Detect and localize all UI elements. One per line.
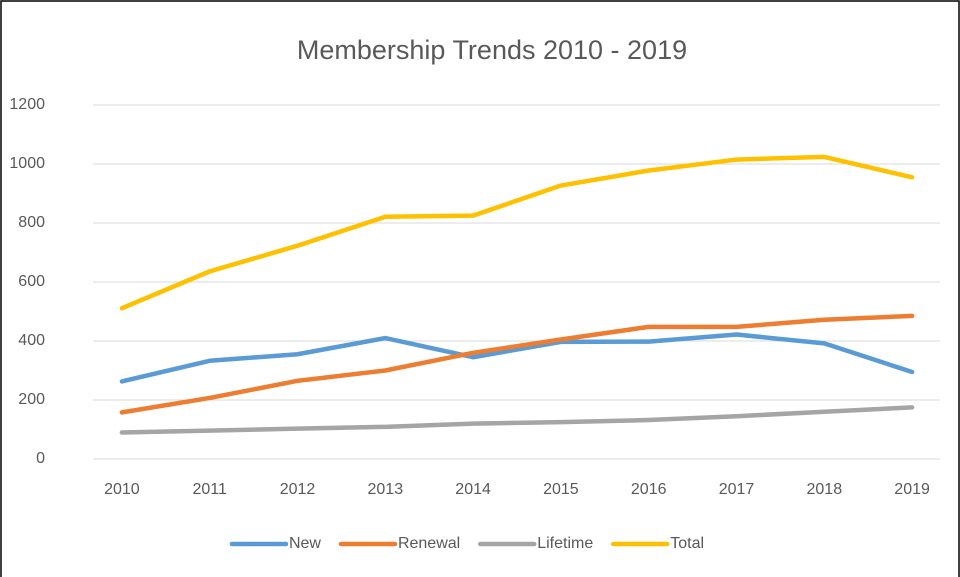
series-line	[119, 313, 915, 415]
legend-label: Lifetime	[537, 535, 593, 552]
legend-label: Renewal	[398, 535, 460, 552]
y-tick-label: 1200	[9, 96, 45, 113]
legend-label: New	[289, 535, 321, 552]
x-tick-label: 2015	[543, 481, 579, 498]
series-line	[119, 405, 915, 435]
x-tick-label: 2013	[368, 481, 404, 498]
x-tick-label: 2014	[455, 481, 491, 498]
chart-title: Membership Trends 2010 - 2019	[297, 35, 687, 65]
y-tick-label: 600	[18, 273, 45, 290]
y-tick-label: 800	[18, 214, 45, 231]
x-tick-label: 2012	[280, 481, 316, 498]
x-tick-label: 2017	[719, 481, 755, 498]
series-line	[119, 154, 915, 311]
x-tick-label: 2018	[807, 481, 843, 498]
series-line	[119, 332, 915, 384]
x-tick-label: 2019	[894, 481, 930, 498]
legend-label: Total	[670, 535, 704, 552]
x-tick-label: 2011	[192, 481, 227, 498]
x-tick-label: 2016	[631, 481, 667, 498]
x-tick-label: 2010	[104, 481, 140, 498]
y-tick-label: 200	[18, 391, 45, 408]
y-tick-label: 0	[36, 450, 45, 467]
y-tick-label: 400	[18, 332, 45, 349]
y-tick-label: 1000	[9, 155, 45, 172]
